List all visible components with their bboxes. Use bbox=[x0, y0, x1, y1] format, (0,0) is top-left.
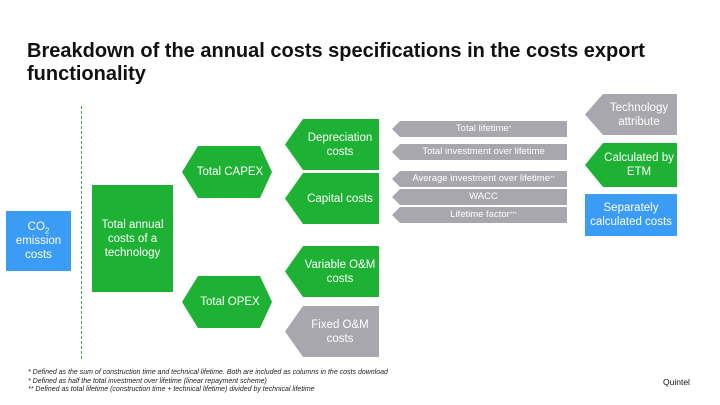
attribute-label: WACC bbox=[469, 191, 498, 202]
capital-costs-label: Capital costs bbox=[307, 192, 373, 205]
legend-technology-attribute-label: Technology attribute bbox=[609, 101, 669, 128]
attribute-total-lifetime: Total lifetime * bbox=[392, 121, 567, 137]
footnote-3: ** Defined as total lifetime (constructi… bbox=[28, 386, 315, 393]
total-capex-arrow: Total CAPEX bbox=[182, 146, 272, 198]
attribute-label: Average investment over lifetime bbox=[412, 173, 550, 184]
footnotes: * Defined as the sum of construction tim… bbox=[28, 369, 588, 395]
depreciation-costs-arrow: Depreciation costs bbox=[285, 119, 379, 170]
co2-emission-costs-box: CO2 emission costs bbox=[6, 211, 71, 271]
total-opex-arrow: Total OPEX bbox=[182, 276, 272, 328]
variable-om-costs-arrow: Variable O&M costs bbox=[285, 246, 379, 297]
total-capex-label: Total CAPEX bbox=[196, 166, 264, 178]
depreciation-costs-label: Depreciation costs bbox=[307, 131, 373, 158]
page-title: Breakdown of the annual costs specificat… bbox=[27, 40, 645, 85]
total-opex-label: Total OPEX bbox=[200, 296, 260, 308]
legend-technology-attribute: Technology attribute bbox=[585, 94, 677, 135]
legend-separately-label: Separately calculated costs bbox=[590, 202, 672, 228]
attribute-wacc: WACC bbox=[392, 189, 567, 205]
brand-logo-text: Quintel bbox=[663, 377, 690, 387]
capital-costs-arrow: Capital costs bbox=[285, 173, 379, 224]
attribute-label: Total lifetime bbox=[455, 123, 509, 134]
co2-label: CO bbox=[27, 221, 45, 233]
total-annual-costs-box: Total annual costs of a technology bbox=[92, 185, 173, 292]
co2-subscript: 2 bbox=[44, 226, 50, 236]
footnote-2: * Defined as half the total investment o… bbox=[28, 377, 267, 385]
legend-calculated-label: Calculated by ETM bbox=[604, 152, 674, 178]
variable-om-costs-label: Variable O&M costs bbox=[304, 258, 376, 285]
fixed-om-costs-label: Fixed O&M costs bbox=[311, 318, 369, 345]
divider-line bbox=[81, 106, 82, 359]
attribute-average-investment: Average investment over lifetime ** bbox=[392, 171, 567, 187]
legend-calculated-by-etm: Calculated by ETM bbox=[585, 143, 677, 187]
attribute-total-investment: Total investment over lifetime bbox=[392, 144, 567, 160]
attribute-lifetime-factor: Lifetime factor *** bbox=[392, 207, 567, 223]
total-annual-costs-label: Total annual costs of a technology bbox=[101, 218, 164, 259]
co2-label-rest: emission costs bbox=[15, 235, 62, 261]
footnote-1: * Defined as the sum of construction tim… bbox=[28, 369, 388, 376]
attribute-label: Total investment over lifetime bbox=[422, 146, 545, 157]
attribute-label: Lifetime factor bbox=[450, 209, 510, 220]
legend-separately-calculated: Separately calculated costs bbox=[585, 194, 677, 236]
fixed-om-costs-arrow: Fixed O&M costs bbox=[285, 306, 379, 357]
